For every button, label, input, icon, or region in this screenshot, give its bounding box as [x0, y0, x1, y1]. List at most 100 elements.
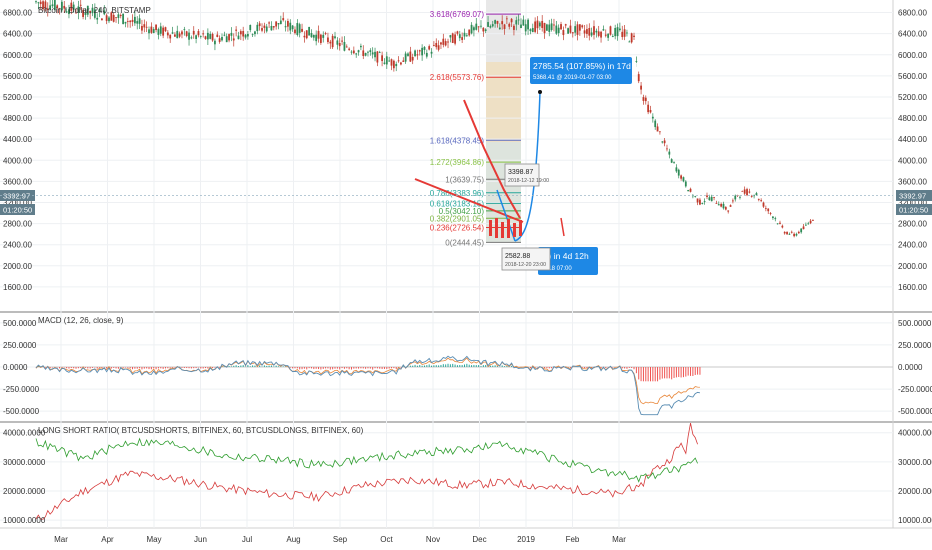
candle-body	[491, 24, 494, 27]
candle-body	[124, 21, 127, 24]
candle-body	[779, 222, 781, 224]
x-tick-label: Oct	[380, 535, 393, 544]
candle-body	[706, 195, 708, 197]
candle-body	[482, 27, 485, 32]
candle-body	[131, 19, 134, 22]
ls-tick-right: 20000.0000	[898, 487, 932, 496]
x-tick-label: Aug	[286, 535, 300, 544]
candle-body	[741, 190, 744, 192]
candle-body	[708, 197, 711, 201]
candle-body	[564, 24, 567, 26]
candle-body	[461, 37, 464, 40]
candle-body	[197, 31, 200, 36]
low-label[interactable]: 2582.88 2018-12-20 23:00	[501, 247, 551, 271]
down-box-sub: 2-18 07:00	[543, 266, 572, 272]
candle-body	[225, 36, 228, 43]
candle-body	[357, 50, 360, 53]
candle-body	[475, 23, 478, 30]
candle-body	[350, 51, 353, 53]
macd-tick-right: 0.0000	[898, 363, 923, 372]
price-tick-left: 4800.00	[3, 114, 32, 123]
candle-body	[122, 13, 125, 25]
candle-body	[522, 19, 525, 26]
fib-level-label: 0(2444.45)	[445, 238, 484, 247]
fib-level-label: 1.272(3964.86)	[430, 158, 485, 167]
candle-body	[626, 32, 628, 34]
fib-level-label: 0.618(3183.15)	[430, 199, 485, 208]
candle-body	[44, 1, 47, 9]
candle-body	[270, 25, 273, 31]
candle-body	[70, 2, 73, 11]
candle-body	[291, 25, 294, 30]
red-mark[interactable]	[560, 217, 565, 237]
candle-body	[416, 54, 419, 56]
down-projection-box[interactable]: %) in 4d 12h 2-18 07:00	[538, 247, 598, 275]
candle-body	[221, 36, 223, 41]
candle-body	[385, 56, 388, 65]
candle-body	[360, 45, 362, 48]
price-tick-left: 5200.00	[3, 93, 32, 102]
candle-body	[75, 12, 77, 14]
candle-body	[133, 16, 136, 24]
current-price-right: 3392.97	[899, 192, 926, 201]
main-pane[interactable]	[0, 0, 893, 312]
candle-body	[630, 33, 633, 43]
candle-body	[781, 225, 784, 228]
candle-body	[494, 20, 497, 24]
candle-body	[548, 24, 551, 32]
price-tick-left: 1600.00	[3, 283, 32, 292]
red-trendline-1[interactable]	[463, 99, 521, 219]
candle-body	[701, 202, 704, 204]
candle-body	[517, 19, 520, 21]
candle-body	[188, 32, 190, 40]
candle-body	[567, 28, 569, 34]
projection-curve[interactable]	[514, 91, 541, 242]
candle-body	[192, 30, 195, 35]
candle-body	[635, 61, 638, 62]
current-price-tag-right[interactable]: 3392.97	[896, 190, 932, 201]
price-tick-right: 6800.00	[898, 9, 927, 18]
candle-body	[178, 33, 181, 37]
candle-body	[774, 218, 777, 220]
x-tick-label: Nov	[426, 535, 440, 544]
candle-body	[550, 23, 553, 30]
candle-body	[103, 10, 106, 15]
candle-body	[308, 26, 311, 36]
candle-body	[809, 220, 812, 224]
price-tick-right: 2400.00	[898, 241, 927, 250]
candle-body	[376, 51, 379, 63]
candle-body	[35, 1, 37, 3]
price-tick-left: 4400.00	[3, 135, 32, 144]
fib-level-label: 0.5(3042.10)	[439, 207, 485, 216]
high-label[interactable]: 3398.87 2018-12-12 19:00	[504, 163, 549, 187]
candle-body	[425, 52, 428, 57]
candle-body	[331, 35, 334, 48]
candle-body	[600, 31, 602, 38]
candle-body	[651, 116, 654, 119]
ls-pane[interactable]	[0, 422, 893, 528]
candle-body	[218, 38, 221, 42]
candle-body	[157, 29, 160, 35]
macd-tick-left: -250.0000	[3, 385, 40, 394]
price-tick-right: 5200.00	[898, 93, 927, 102]
candle-body	[388, 60, 391, 62]
ls-tick-right: 10000.0000	[898, 516, 932, 525]
candle-body	[77, 6, 80, 13]
candle-body	[181, 31, 183, 35]
candle-body	[244, 34, 247, 38]
candle-body	[303, 35, 306, 38]
candle-body	[166, 32, 169, 36]
up-projection-box[interactable]: 2785.54 (107.85%) in 17d 4h 5368.41 @ 20…	[530, 57, 643, 84]
down-box-title: %) in 4d 12h	[541, 251, 589, 261]
candle-body	[505, 18, 508, 20]
candle-body	[272, 26, 275, 28]
fib-level-label: 2.618(5573.76)	[430, 73, 485, 82]
candle-body	[162, 27, 165, 36]
candle-body	[60, 1, 63, 11]
candle-body	[263, 25, 266, 28]
candle-body	[529, 29, 532, 32]
blue-arrow-line[interactable]	[496, 189, 516, 242]
candle-body	[195, 35, 197, 39]
candle-body	[644, 97, 647, 102]
